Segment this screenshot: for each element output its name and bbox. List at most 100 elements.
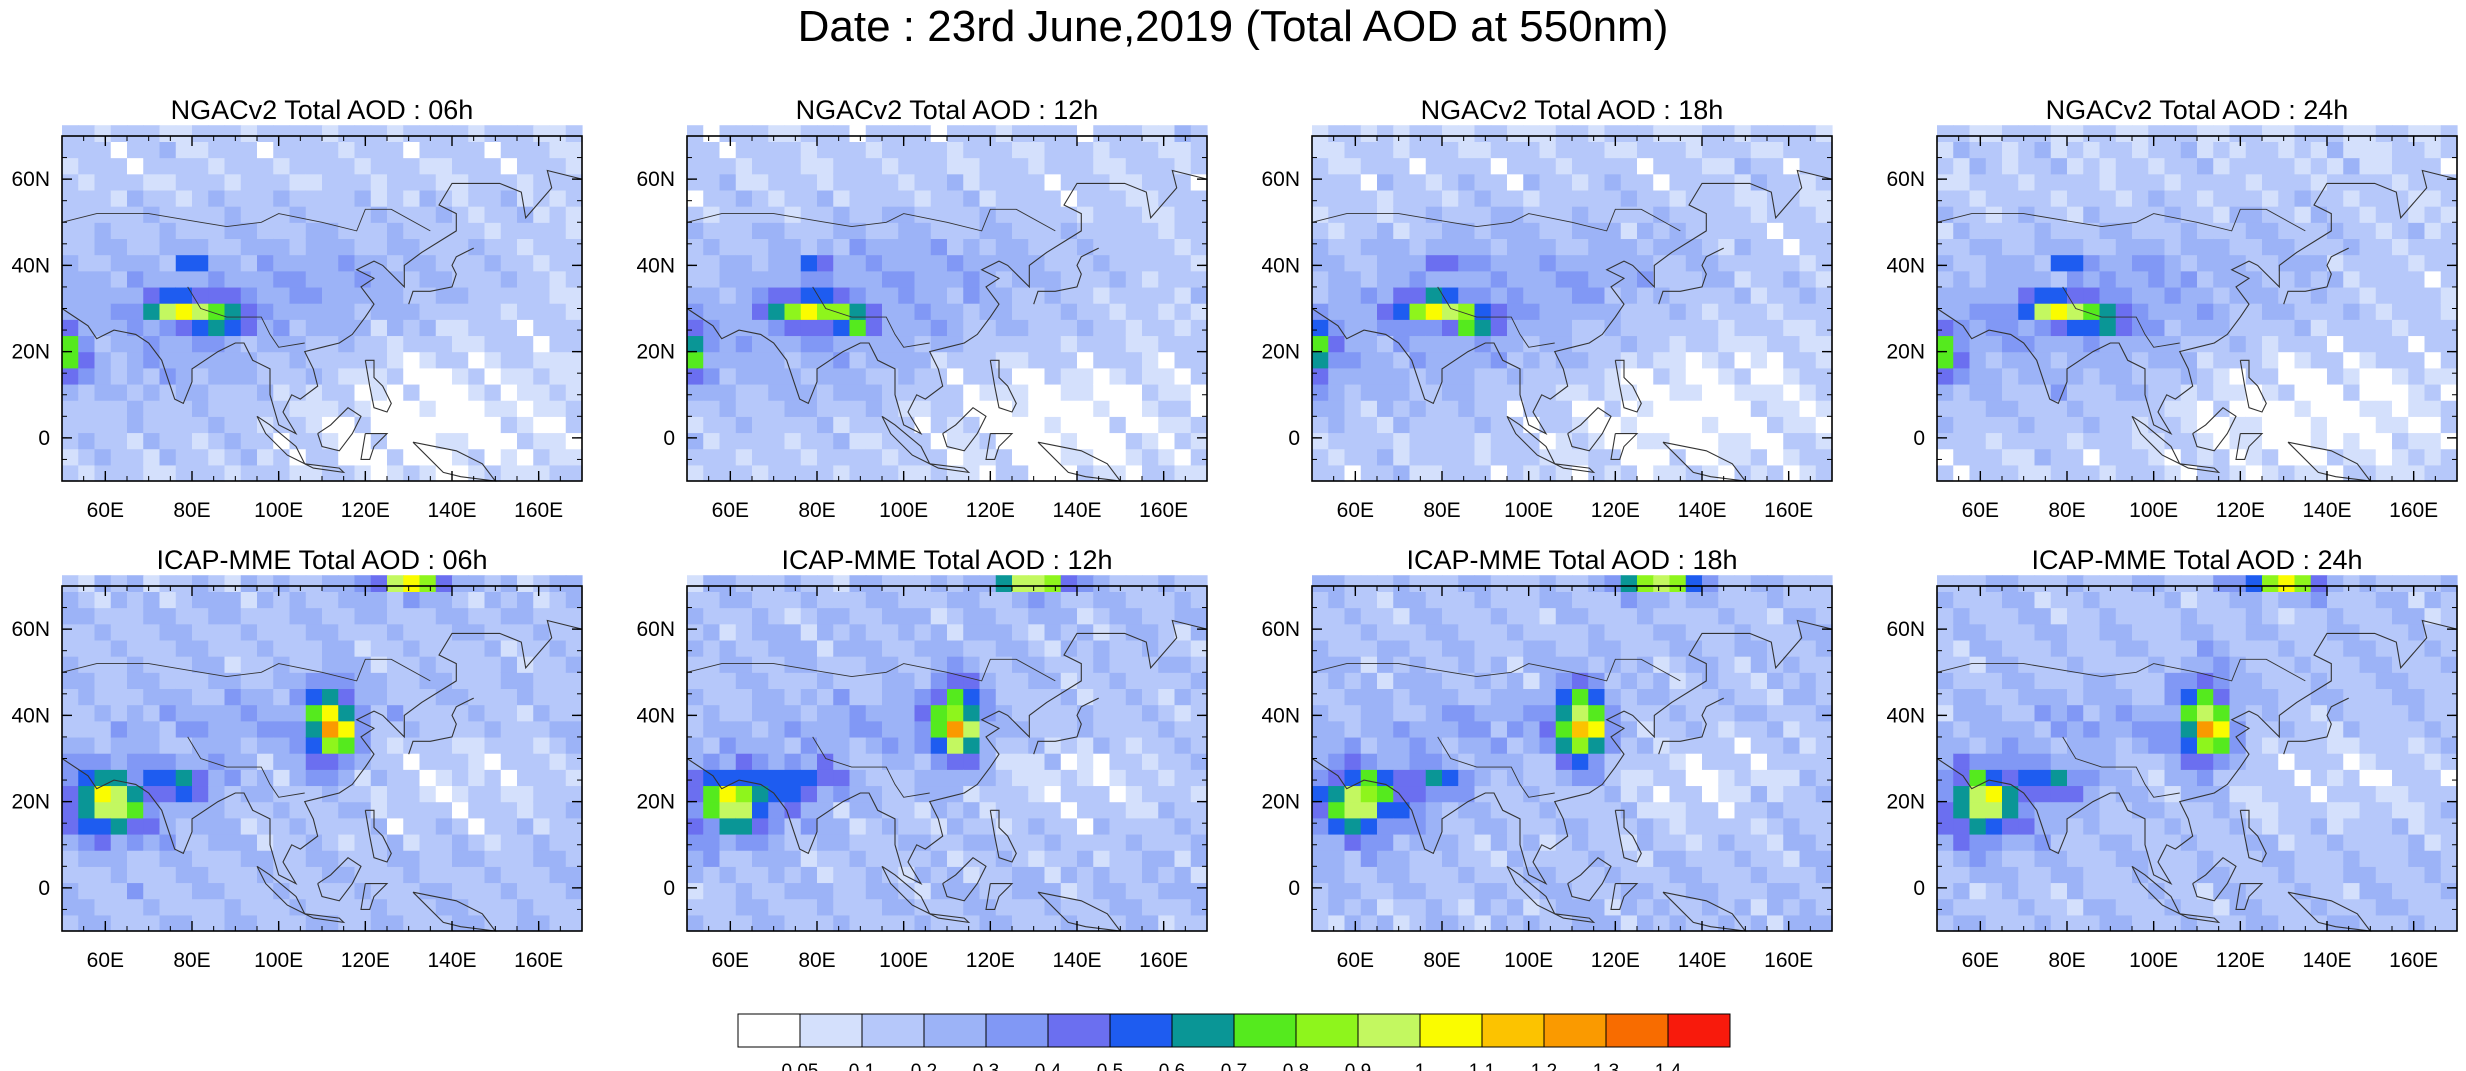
coastline xyxy=(1033,247,1099,305)
coastline xyxy=(929,463,971,474)
lat-tick-label: 60N xyxy=(1261,168,1300,191)
coastline xyxy=(1567,406,1612,452)
coastline xyxy=(1610,433,1639,460)
lat-tick-label: 40N xyxy=(636,704,675,727)
coastline xyxy=(1936,208,2306,232)
lon-tick-label: 100E xyxy=(254,499,303,522)
colorbar-label: 0.8 xyxy=(1283,1061,1309,1071)
lat-tick-label: 40N xyxy=(1261,254,1300,277)
coastline xyxy=(317,856,362,902)
lat-tick-label: 20N xyxy=(1261,791,1300,814)
lon-tick-label: 100E xyxy=(1504,499,1553,522)
coastline xyxy=(408,247,474,305)
lat-tick-label: 60N xyxy=(1886,168,1925,191)
lat-tick-label: 40N xyxy=(1886,704,1925,727)
coastline xyxy=(1033,697,1099,755)
colorbar-swatch xyxy=(861,1013,925,1048)
colorbar-swatch xyxy=(1109,1013,1173,1048)
coastline xyxy=(985,883,1014,910)
coastline xyxy=(408,697,474,755)
lon-tick-label: 100E xyxy=(879,949,928,972)
lon-tick-label: 120E xyxy=(341,499,390,522)
map-panel-ngac-12h: 60E 80E 100E 120E 140E 160E 0 20N 40N 60N xyxy=(636,125,1208,522)
colorbar-swatch xyxy=(985,1013,1049,1048)
colorbar-label: 0.6 xyxy=(1159,1061,1185,1071)
lon-tick-label: 140E xyxy=(427,949,476,972)
lat-tick-label: 0 xyxy=(1913,427,1925,450)
map-panel-ngac-6h: 60E 80E 100E 120E 140E 160E 0 20N 40N 60N xyxy=(11,125,583,522)
panel-title-icap-24h: ICAP-MME Total AOD : 24h xyxy=(2031,545,2363,575)
lon-tick-label: 120E xyxy=(966,499,1015,522)
lat-tick-label: 20N xyxy=(1261,341,1300,364)
lon-tick-label: 160E xyxy=(1139,949,1188,972)
lat-tick-label: 20N xyxy=(1886,791,1925,814)
map-panel-icap-6h: 60E 80E 100E 120E 140E 160E 0 20N 40N 60N xyxy=(11,575,583,972)
panel-title-ngac-24h: NGACv2 Total AOD : 24h xyxy=(2045,95,2349,125)
lon-tick-label: 120E xyxy=(2216,499,2265,522)
panel-title-ngac-06h: NGACv2 Total AOD : 06h xyxy=(170,95,474,125)
coastline xyxy=(1658,697,1724,755)
lon-tick-label: 120E xyxy=(1591,949,1640,972)
coastline xyxy=(61,619,583,885)
coastline xyxy=(2283,697,2349,755)
lat-tick-label: 60N xyxy=(1886,618,1925,641)
map-panel-icap-12h: 60E 80E 100E 120E 140E 160E 0 20N 40N 60N xyxy=(636,575,1208,972)
coastline xyxy=(1437,736,1555,798)
coastline xyxy=(2062,736,2180,798)
lat-tick-label: 0 xyxy=(1288,877,1300,900)
lat-tick-label: 40N xyxy=(11,704,50,727)
coastline xyxy=(686,208,1056,232)
colorbar: 0.05 0.1 0.2 0.3 0.4 0.5 0.6 0.7 0.8 0.9 1 1.1 1.2 1.… xyxy=(737,1013,1731,1071)
coastline xyxy=(812,286,930,348)
coastline xyxy=(304,913,346,924)
lon-tick-label: 120E xyxy=(2216,949,2265,972)
lon-tick-label: 80E xyxy=(1423,949,1460,972)
coastline xyxy=(1311,169,1833,435)
lon-tick-label: 100E xyxy=(879,499,928,522)
colorbar-swatch xyxy=(1481,1013,1545,1048)
lon-tick-label: 100E xyxy=(1504,949,1553,972)
coastline xyxy=(360,433,389,460)
coastline xyxy=(1614,809,1642,863)
lat-tick-label: 0 xyxy=(1913,877,1925,900)
colorbar-label: 1.4 xyxy=(1655,1061,1682,1071)
lat-tick-label: 0 xyxy=(38,427,50,450)
lon-tick-label: 160E xyxy=(1764,949,1813,972)
lon-tick-label: 140E xyxy=(2302,499,2351,522)
colorbar-swatch xyxy=(799,1013,863,1048)
lat-tick-label: 0 xyxy=(663,427,675,450)
panel-title-icap-12h: ICAP-MME Total AOD : 12h xyxy=(781,545,1113,575)
coastline xyxy=(989,809,1017,863)
coastline xyxy=(364,809,392,863)
lon-tick-label: 160E xyxy=(514,499,563,522)
lon-tick-label: 80E xyxy=(2048,949,2085,972)
colorbar-swatch xyxy=(1295,1013,1359,1048)
coastline xyxy=(187,286,305,348)
coastline xyxy=(1658,247,1724,305)
lat-tick-label: 40N xyxy=(636,254,675,277)
lat-tick-label: 60N xyxy=(11,618,50,641)
colorbar-label: 1.1 xyxy=(1469,1061,1495,1071)
lon-tick-label: 60E xyxy=(1962,949,1999,972)
lon-tick-label: 80E xyxy=(2048,499,2085,522)
coastline xyxy=(812,736,930,798)
coastline xyxy=(686,169,1208,435)
colorbar-label: 0.7 xyxy=(1221,1061,1247,1071)
lon-tick-label: 120E xyxy=(1591,499,1640,522)
figure-title: Date : 23rd June,2019 (Total AOD at 550n… xyxy=(797,2,1669,51)
coastline xyxy=(686,619,1208,885)
coastline xyxy=(360,883,389,910)
colorbar-swatch xyxy=(1605,1013,1669,1048)
lat-tick-label: 60N xyxy=(1261,618,1300,641)
coastline xyxy=(61,208,431,232)
lat-tick-label: 60N xyxy=(636,618,675,641)
lat-tick-label: 0 xyxy=(663,877,675,900)
colorbar-swatch xyxy=(1419,1013,1483,1048)
coastline xyxy=(317,406,362,452)
coastline xyxy=(929,913,971,924)
colorbar-swatch xyxy=(1047,1013,1111,1048)
coastline xyxy=(2192,856,2237,902)
coastline xyxy=(61,169,583,435)
lon-tick-label: 60E xyxy=(87,949,124,972)
